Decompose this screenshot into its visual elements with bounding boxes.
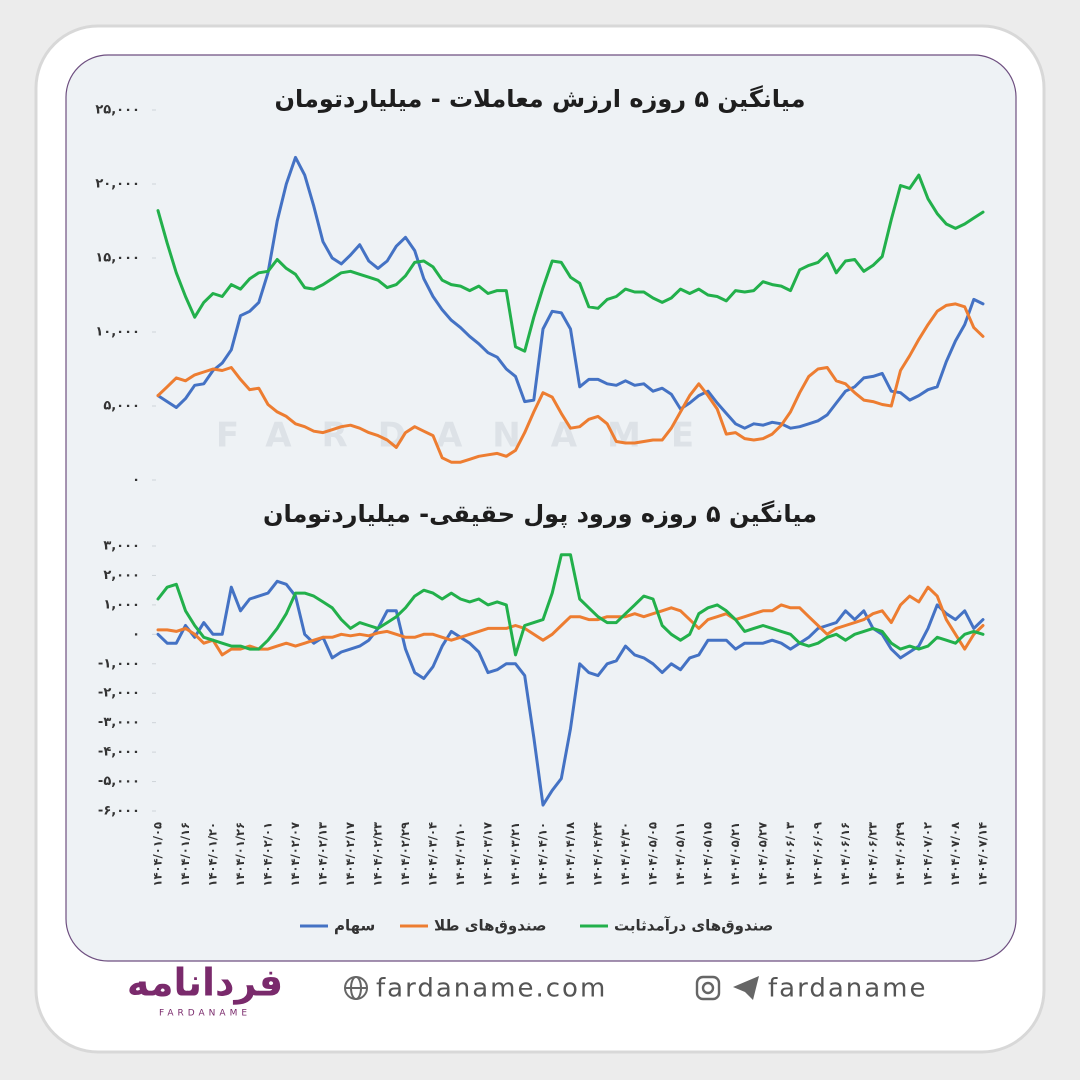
y-tick-label: ۲۰,۰۰۰	[95, 177, 140, 192]
x-tick-label: ۱۴۰۴/۰۴/۲۴	[591, 822, 605, 887]
x-tick-label: ۱۴۰۴/۰۱/۰۵	[151, 822, 165, 887]
x-tick-label: ۱۴۰۴/۰۷/۱۴	[976, 822, 990, 887]
series-line	[156, 302, 985, 464]
y-tick-label: ۱,۰۰۰	[103, 597, 140, 612]
x-tick-label: ۱۴۰۴/۰۴/۱۸	[563, 822, 577, 887]
x-tick-label: ۱۴۰۴/۰۶/۰۳	[783, 822, 797, 887]
x-tick-label: ۱۴۰۴/۰۷/۰۸	[948, 822, 962, 887]
logo: فردانامه	[127, 961, 283, 1005]
y-tick-label: ۱۰,۰۰۰	[95, 325, 140, 340]
x-tick-label: ۱۴۰۴/۰۴/۱۰	[536, 822, 550, 887]
y-tick-label: -۴,۰۰۰	[98, 745, 140, 760]
logo-sub: FARDANAME	[159, 1009, 251, 1019]
x-tick-label: ۱۴۰۴/۰۳/۲۱	[508, 822, 522, 887]
x-tick-label: ۱۴۰۴/۰۲/۲۳	[371, 822, 385, 887]
x-tick-label: ۱۴۰۴/۰۳/۱۰	[453, 822, 467, 887]
x-tick-label: ۱۴۰۴/۰۱/۲۰	[206, 822, 220, 887]
y-tick-label: -۵,۰۰۰	[98, 774, 140, 789]
x-tick-label: ۱۴۰۴/۰۳/۱۷	[481, 822, 495, 887]
x-tick-label: ۱۴۰۴/۰۲/۱۷	[343, 822, 357, 887]
x-tick-label: ۱۴۰۴/۰۵/۲۱	[728, 822, 742, 887]
x-tick-label: ۱۴۰۴/۰۲/۲۹	[398, 822, 412, 887]
y-tick-label: -۶,۰۰۰	[98, 804, 140, 819]
x-tick-label: ۱۴۰۴/۰۵/۲۷	[756, 822, 770, 887]
y-tick-label: ۲۵,۰۰۰	[95, 103, 140, 118]
y-tick-label: ۰	[132, 627, 140, 642]
x-tick-label: ۱۴۰۴/۰۶/۱۶	[838, 822, 852, 887]
legend-label: صندوق‌های طلا	[434, 917, 547, 935]
x-tick-label: ۱۴۰۴/۰۶/۲۹	[893, 822, 907, 887]
x-tick-label: ۱۴۰۴/۰۵/۱۱	[673, 822, 687, 887]
x-tick-label: ۱۴۰۴/۰۷/۰۲	[921, 822, 935, 887]
y-tick-label: ۵,۰۰۰	[103, 399, 140, 414]
y-tick-label: -۳,۰۰۰	[98, 715, 140, 730]
x-tick-label: ۱۴۰۴/۰۶/۲۳	[866, 822, 880, 887]
chart-panel	[65, 54, 1017, 962]
y-tick-label: -۲,۰۰۰	[98, 686, 140, 701]
x-tick-label: ۱۴۰۴/۰۴/۳۰	[618, 822, 632, 887]
y-tick-label: ۱۵,۰۰۰	[95, 251, 140, 266]
series-line	[156, 585, 985, 657]
instagram-icon	[695, 975, 721, 1001]
globe-icon	[344, 976, 368, 1000]
x-tick-label: ۱۴۰۴/۰۶/۰۹	[811, 822, 825, 887]
y-tick-label: ۳,۰۰۰	[103, 539, 140, 554]
series-line	[156, 553, 985, 657]
x-tick-label: ۱۴۰۴/۰۵/۰۵	[646, 822, 660, 887]
legend-label: صندوق‌های درآمدثابت	[614, 917, 773, 935]
telegram-icon	[733, 976, 759, 1000]
series-line	[156, 155, 985, 430]
handle: fardaname	[768, 974, 928, 1004]
y-tick-label: ۰	[132, 473, 140, 488]
website: fardaname.com	[376, 974, 607, 1004]
series-line	[156, 173, 985, 353]
y-tick-label: ۲,۰۰۰	[103, 568, 140, 583]
x-tick-label: ۱۴۰۴/۰۱/۱۶	[178, 822, 192, 887]
x-tick-label: ۱۴۰۴/۰۱/۲۶	[233, 822, 247, 887]
x-tick-label: ۱۴۰۴/۰۲/۰۱	[261, 822, 275, 887]
x-tick-label: ۱۴۰۴/۰۵/۱۵	[701, 822, 715, 887]
x-tick-label: ۱۴۰۴/۰۳/۰۴	[426, 822, 440, 887]
x-tick-label: ۱۴۰۴/۰۲/۰۷	[288, 822, 302, 887]
legend-label: سهام	[334, 917, 375, 935]
chart-title: میانگین ۵ روزه ورود پول حقیقی- میلیاردتو…	[263, 500, 817, 528]
chart-title: میانگین ۵ روزه ارزش معاملات - میلیاردتوم…	[275, 85, 806, 113]
footer: فردانامه FARDANAME fardaname.com fardana…	[127, 961, 928, 1019]
y-tick-label: -۱,۰۰۰	[98, 656, 140, 671]
x-tick-label: ۱۴۰۴/۰۲/۱۳	[316, 822, 330, 887]
